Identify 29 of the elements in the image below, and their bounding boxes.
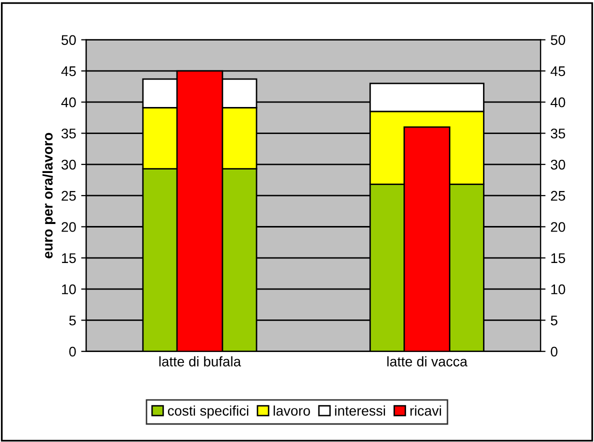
y-tick-label: 40: [61, 97, 76, 108]
x-tick-label: latte di bufala: [159, 356, 242, 366]
y-tick-label: 10: [62, 284, 76, 294]
y2-tick-label: 10: [551, 284, 566, 294]
y-tick-label: 15: [62, 253, 76, 264]
x-tick-label: latte di vacca: [387, 356, 468, 366]
y-axis-title: euro per ora/lavoro: [42, 132, 56, 258]
y2-tick-label: 35: [550, 128, 566, 138]
y-tick-label: 5: [69, 316, 76, 326]
y2-tick-label: 5: [550, 316, 558, 326]
y2-tick-label: 30: [550, 160, 566, 170]
y2-tick-label: 50: [550, 35, 566, 45]
y2-tick-label: 40: [550, 97, 566, 108]
y-tick-label: 35: [61, 128, 76, 138]
legend-label: ricavi: [410, 406, 441, 416]
y-tick-label: 45: [61, 66, 76, 76]
legend-label: interessi: [335, 406, 385, 416]
legend-label: lavoro: [274, 406, 310, 416]
y-tick-label: 0: [69, 346, 76, 357]
y-tick-label: 25: [62, 190, 76, 201]
y-tick-label: 20: [62, 222, 76, 232]
y2-tick-label: 0: [550, 346, 558, 357]
y2-tick-label: 25: [550, 190, 566, 201]
y-tick-label: 30: [61, 160, 76, 170]
legend-label: costi specifici: [168, 406, 248, 418]
y2-tick-label: 45: [550, 66, 566, 76]
y-tick-label: 50: [62, 35, 76, 45]
y2-tick-label: 20: [550, 222, 566, 232]
y2-tick-label: 15: [551, 253, 566, 264]
